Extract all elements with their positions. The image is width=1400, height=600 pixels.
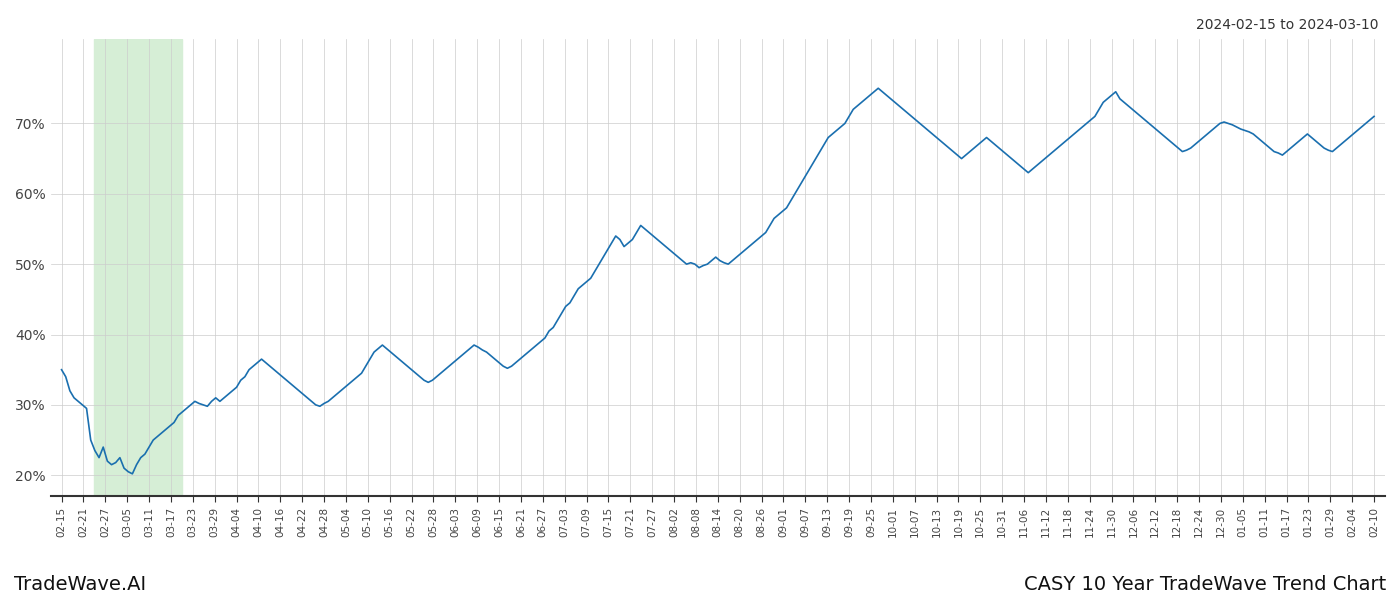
Text: CASY 10 Year TradeWave Trend Chart: CASY 10 Year TradeWave Trend Chart <box>1023 575 1386 594</box>
Text: 2024-02-15 to 2024-03-10: 2024-02-15 to 2024-03-10 <box>1197 18 1379 32</box>
Text: TradeWave.AI: TradeWave.AI <box>14 575 146 594</box>
Bar <box>94 39 182 496</box>
